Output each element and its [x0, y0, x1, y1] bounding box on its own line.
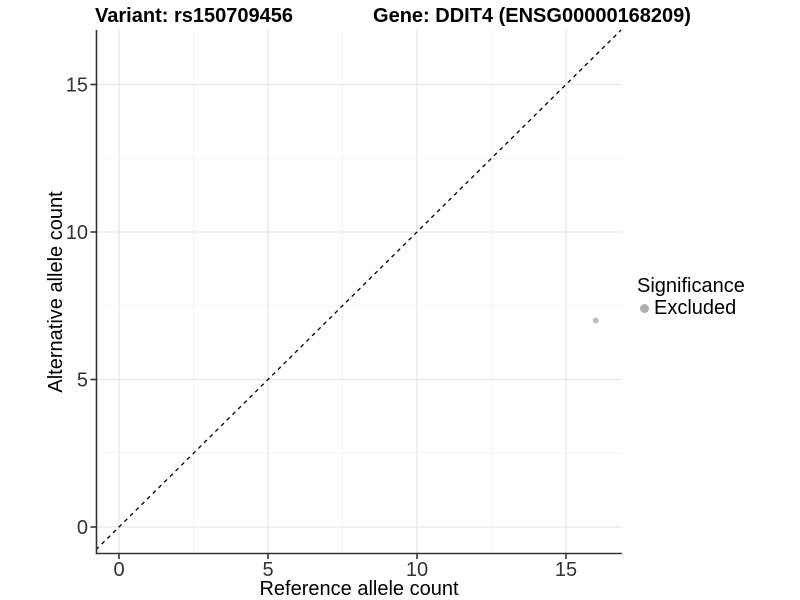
y-tick-label: 15: [66, 75, 88, 97]
plot-title-gene: Gene: DDIT4 (ENSG00000168209): [373, 5, 691, 27]
legend-title: Significance: [637, 275, 745, 297]
legend-item-excluded: Excluded: [637, 297, 745, 320]
y-tick-label: 10: [66, 222, 88, 244]
legend-item-label: Excluded: [654, 297, 737, 319]
plot-panel: 0 5 10 15 0 5 10 15: [66, 29, 622, 581]
x-tick-label: 0: [113, 559, 124, 581]
x-axis-title: Reference allele count: [259, 578, 458, 600]
identity-line: [95, 29, 622, 551]
data-point: [592, 317, 599, 324]
x-tick-label: 5: [262, 559, 273, 581]
legend-point-icon: [640, 304, 649, 313]
y-axis-title: Alternative allele count: [45, 191, 67, 393]
legend: Significance Excluded: [637, 274, 745, 320]
plot-title-variant: Variant: rs150709456: [95, 5, 293, 27]
y-tick-label: 0: [77, 517, 88, 539]
x-tick-label: 10: [406, 559, 428, 581]
x-tick-label: 15: [555, 559, 577, 581]
y-tick-label: 5: [77, 370, 88, 392]
